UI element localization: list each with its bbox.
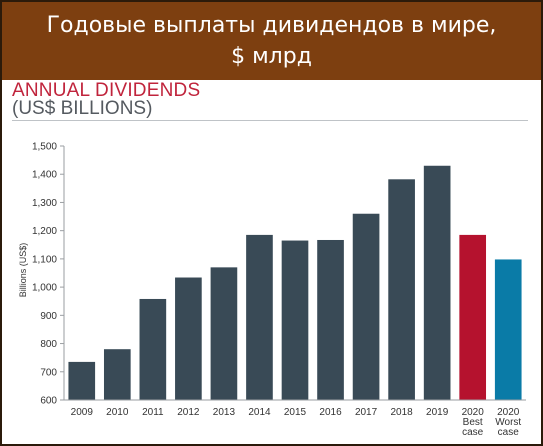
y-tick-label: 1,500 — [32, 142, 57, 153]
x-tick-label: 2015 — [284, 407, 307, 418]
y-axis-label: Billions (US$) — [18, 243, 28, 298]
bar — [103, 349, 131, 400]
bar — [494, 259, 522, 400]
x-tick-label-line: 2019 — [426, 407, 449, 418]
banner-title-line-1: Годовые выплаты дивидендов в мире, — [46, 13, 497, 38]
chart-title: ANNUAL DIVIDENDS — [12, 80, 201, 101]
y-axis: 600 700 800 900 1,000 1,100 1,200 1,300 1,400 1,5… — [32, 142, 65, 407]
x-tick-label-line: 2009 — [71, 407, 94, 418]
x-tick-label: 2012 — [177, 407, 200, 418]
x-tick-label: 2019 — [426, 407, 449, 418]
y-tick-label: 600 — [40, 396, 57, 407]
x-tick-label: 2017 — [355, 407, 378, 418]
x-tick-label-line: case — [462, 427, 484, 438]
x-tick-label: 2020 Best case — [462, 407, 485, 438]
bar — [281, 240, 309, 400]
bar — [388, 179, 415, 400]
x-tick-label-line: Best — [463, 417, 483, 428]
x-tick-label: 2013 — [213, 407, 236, 418]
y-tick-label: 700 — [40, 367, 57, 378]
x-tick-label-line: 2011 — [142, 407, 164, 418]
x-tick-label-line: 2016 — [319, 407, 342, 418]
x-tick-label-line: 2020 — [497, 407, 520, 418]
x-tick-label: 2016 — [319, 407, 342, 418]
x-tick-label-line: 2013 — [213, 407, 236, 418]
x-tick-label: 2010 — [106, 407, 129, 418]
x-axis: 2009 2010 2011 2012 2013 2014 2015 2016 2017 2018… — [64, 399, 526, 438]
bar — [352, 213, 380, 400]
x-tick-label-line: 2012 — [177, 407, 200, 418]
bar — [175, 277, 202, 400]
y-tick-label: 1,300 — [32, 198, 57, 209]
bars — [68, 165, 522, 400]
bar — [459, 234, 487, 400]
x-tick-label-line: 2014 — [248, 407, 271, 418]
y-tick-label: 1,200 — [32, 226, 57, 237]
x-tick-label-line: 2010 — [106, 407, 129, 418]
chart-area: ANNUAL DIVIDENDS (US$ BILLIONS) 600 700 80… — [6, 80, 537, 440]
title-divider — [12, 120, 528, 121]
x-tick-label: 2009 — [71, 407, 94, 418]
y-tick-label: 1,400 — [32, 170, 57, 181]
banner-title-line-2: $ млрд — [231, 44, 312, 69]
chart-subtitle: (US$ BILLIONS) — [12, 98, 153, 119]
x-tick-label-line: 2018 — [390, 407, 413, 418]
bar — [139, 298, 167, 400]
bar — [246, 234, 273, 400]
y-tick-label: 900 — [40, 311, 57, 322]
x-tick-label: 2020 Worst case — [495, 407, 521, 438]
x-tick-label: 2011 — [142, 407, 164, 418]
x-tick-label-line: Worst — [495, 417, 521, 428]
bar — [210, 267, 238, 400]
bar — [317, 239, 344, 400]
x-tick-label-line: 2020 — [462, 407, 485, 418]
x-tick-label-line: 2017 — [355, 407, 378, 418]
y-tick-label: 1,100 — [32, 254, 57, 265]
x-tick-label: 2014 — [248, 407, 271, 418]
x-tick-label-line: case — [498, 427, 520, 438]
banner: Годовые выплаты дивидендов в мире, $ млр… — [2, 2, 541, 80]
y-tick-label: 800 — [40, 339, 57, 350]
x-tick-label-line: 2015 — [284, 407, 307, 418]
y-tick-label: 1,000 — [32, 283, 57, 294]
bar-chart: 600 700 800 900 1,000 1,100 1,200 1,300 1,400 1,5… — [18, 142, 526, 438]
x-tick-label: 2018 — [390, 407, 413, 418]
bar — [68, 361, 96, 400]
bar — [423, 165, 451, 400]
